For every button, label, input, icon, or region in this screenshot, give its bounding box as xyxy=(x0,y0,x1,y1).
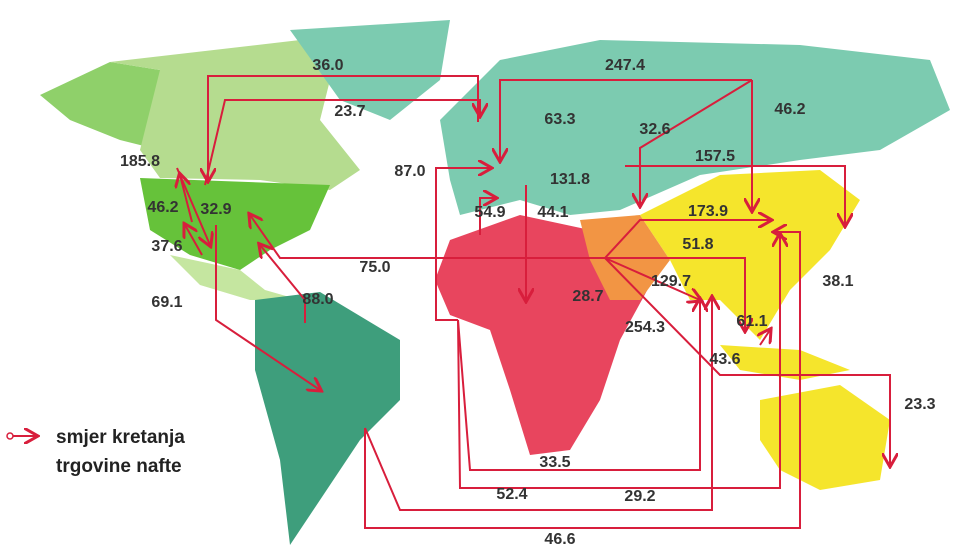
legend-line-1: smjer kretanja xyxy=(56,427,185,448)
africa xyxy=(435,215,650,455)
flow-label: 69.1 xyxy=(151,294,182,311)
indonesia xyxy=(720,345,850,380)
usa xyxy=(140,178,330,270)
flow-label: 28.7 xyxy=(572,288,603,305)
flow-label: 247.4 xyxy=(605,57,645,74)
flow-label: 23.7 xyxy=(334,103,365,120)
flow-label: 129.7 xyxy=(651,273,691,290)
flow-label: 51.8 xyxy=(682,236,713,253)
flow-label: 173.9 xyxy=(688,203,728,220)
mexico xyxy=(170,255,300,300)
flow-label: 46.2 xyxy=(774,101,805,118)
flow-label: 37.6 xyxy=(151,238,182,255)
flow-label: 88.0 xyxy=(302,291,333,308)
flow-label: 32.6 xyxy=(639,121,670,138)
europe-russia xyxy=(440,40,950,215)
flow-label: 23.3 xyxy=(904,396,935,413)
alaska xyxy=(40,62,160,150)
flow-arrows xyxy=(6,75,890,529)
flow-label: 254.3 xyxy=(625,319,665,336)
australia xyxy=(760,385,890,490)
flow-label: 46.2 xyxy=(147,199,178,216)
flow-labels: 36.0 247.4 46.2 23.7 63.3 32.6 157.5 185.8 87.0 1… xyxy=(120,57,936,548)
flow-label: 185.8 xyxy=(120,153,160,170)
flow-label: 33.5 xyxy=(539,454,570,471)
flow-label: 46.6 xyxy=(544,531,575,548)
flow-label: 63.3 xyxy=(544,111,575,128)
flow-label: 131.8 xyxy=(550,171,590,188)
flow-label: 61.1 xyxy=(736,313,767,330)
flow-label: 32.9 xyxy=(200,201,231,218)
flow-label: 75.0 xyxy=(359,259,390,276)
flow-label: 52.4 xyxy=(496,486,527,503)
flow-label: 38.1 xyxy=(822,273,853,290)
flow-label: 43.6 xyxy=(709,351,740,368)
south-america xyxy=(255,292,400,545)
flow-label: 29.2 xyxy=(624,488,655,505)
flow-label: 44.1 xyxy=(537,204,568,221)
flow-label: 36.0 xyxy=(312,57,343,74)
legend-line-2: trgovine nafte xyxy=(56,456,182,477)
canada xyxy=(110,40,360,190)
flow-label: 87.0 xyxy=(394,163,425,180)
greenland xyxy=(290,20,450,120)
flow-label: 54.9 xyxy=(474,204,505,221)
flow-label: 157.5 xyxy=(695,148,735,165)
